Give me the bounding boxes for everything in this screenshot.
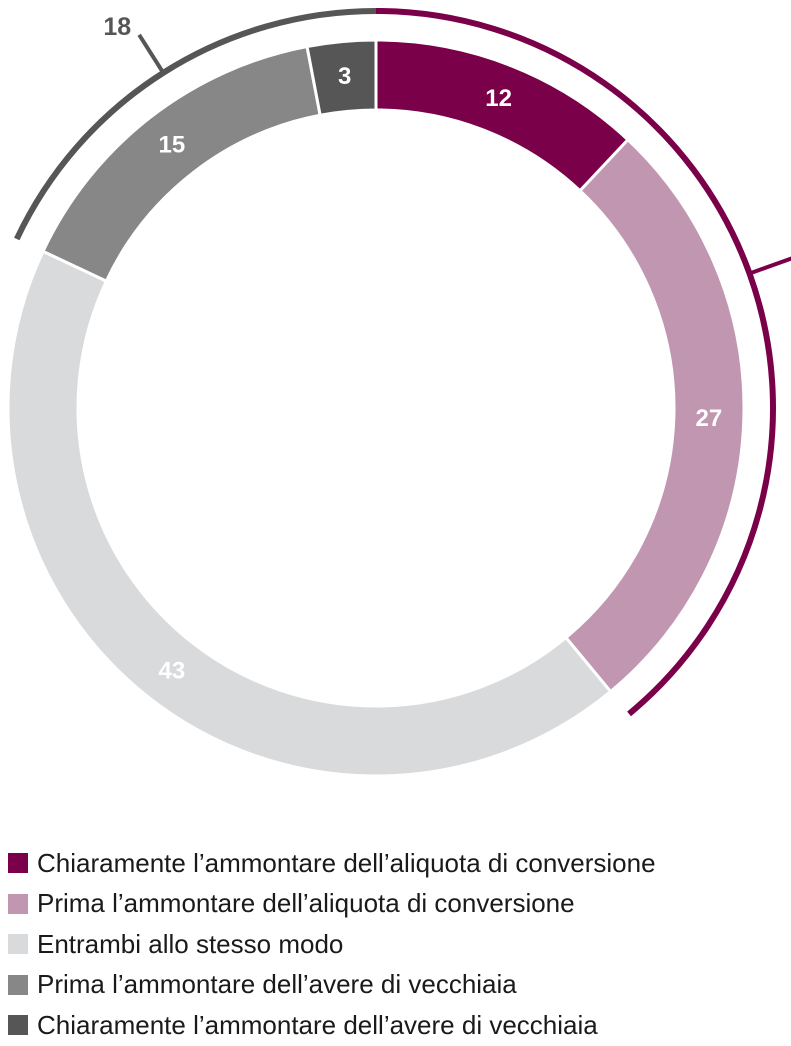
legend-item-1: Chiaramente l’ammontare dell’aliquota di… <box>8 843 791 884</box>
donut-slice-4 <box>41 44 322 284</box>
legend-item-2: Prima l’ammontare dell’aliquota di conve… <box>8 884 791 925</box>
donut-chart: 1227431533918 <box>6 8 791 778</box>
donut-svg: 1227431533918 <box>6 8 791 778</box>
legend-swatch-4 <box>8 974 28 995</box>
legend-label-2: Prima l’ammontare dell’aliquota di conve… <box>37 888 575 919</box>
legend-item-5: Chiaramente l’ammontare dell’avere di ve… <box>8 1005 791 1046</box>
slice-value-label-1: 12 <box>485 85 512 112</box>
donut-slice-1 <box>374 38 631 193</box>
legend-swatch-5 <box>8 1015 28 1036</box>
group-callout-line-1 <box>748 256 791 276</box>
legend-swatch-1 <box>8 853 28 874</box>
slice-value-label-4: 15 <box>159 131 186 158</box>
slice-value-label-3: 43 <box>159 658 186 685</box>
legend-item-3: Entrambi allo stesso modo <box>8 924 791 965</box>
legend-label-5: Chiaramente l’ammontare dell’avere di ve… <box>37 1009 598 1040</box>
donut-slice-3 <box>6 249 613 778</box>
donut-slice-5 <box>305 38 378 118</box>
legend-item-4: Prima l’ammontare dell’avere di vecchiai… <box>8 965 791 1006</box>
legend-label-3: Entrambi allo stesso modo <box>37 928 344 959</box>
group-bracket-arc-2 <box>14 8 377 241</box>
legend-label-1: Chiaramente l’ammontare dell’aliquota di… <box>37 847 656 878</box>
slice-value-label-5: 3 <box>338 63 351 90</box>
legend: Chiaramente l’ammontare dell’aliquota di… <box>8 843 791 1046</box>
group-callout-line-2 <box>137 33 165 74</box>
group-bracket-arc-1 <box>375 8 776 717</box>
legend-swatch-3 <box>8 934 28 955</box>
slice-value-label-2: 27 <box>695 405 722 432</box>
legend-swatch-2 <box>8 893 28 914</box>
legend-label-4: Prima l’ammontare dell’avere di vecchiai… <box>37 969 517 1000</box>
group-total-label-2: 18 <box>103 13 131 41</box>
